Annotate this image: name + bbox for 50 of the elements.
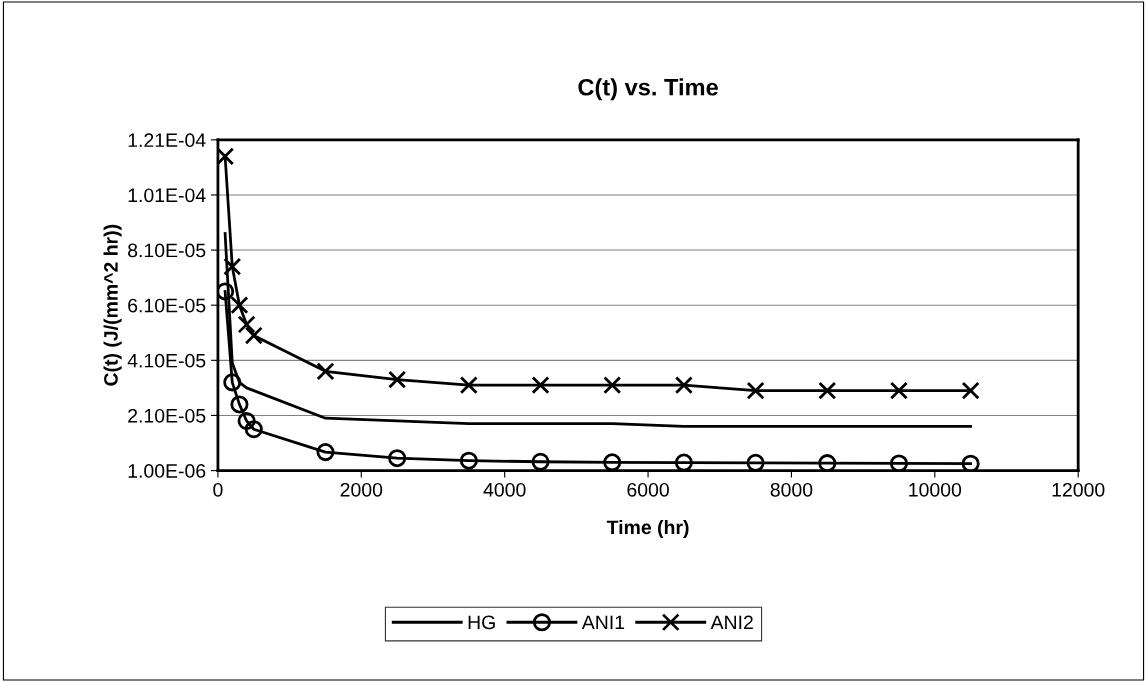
point <box>388 449 407 468</box>
legend-label: ANI1 <box>581 615 625 630</box>
y-tick-label: 1.01E-04 <box>128 188 206 203</box>
y-tick-label: 8.10E-05 <box>128 243 206 258</box>
x-tick-label: 12000 <box>1052 482 1105 497</box>
y-axis-title: C(t) (J/(mm^2 hr)) <box>103 224 122 386</box>
point <box>316 362 335 381</box>
point <box>223 257 242 276</box>
point <box>459 376 478 395</box>
point <box>961 454 980 471</box>
point <box>230 395 249 414</box>
y-tick-label: 1.21E-04 <box>128 133 206 148</box>
x-tick-label: 0 <box>213 482 223 497</box>
point <box>223 373 242 392</box>
point <box>818 454 837 471</box>
point <box>230 296 249 315</box>
point <box>459 451 478 470</box>
legend-label: HG <box>468 615 495 630</box>
x-axis-title: Time (hr) <box>606 519 689 539</box>
point <box>603 376 622 395</box>
y-tick-label: 1.00E-06 <box>128 464 206 478</box>
point <box>889 381 908 400</box>
x-tick-label: 10000 <box>909 482 962 497</box>
y-tick-label: 6.10E-05 <box>128 298 206 313</box>
point <box>531 376 550 395</box>
x-tick-label: 4000 <box>483 482 526 497</box>
point <box>889 454 908 471</box>
point <box>316 443 335 462</box>
point <box>818 381 837 400</box>
point <box>244 326 263 345</box>
point <box>531 452 550 471</box>
point <box>674 376 693 395</box>
point <box>961 381 980 400</box>
point <box>388 370 407 389</box>
point <box>746 453 765 471</box>
point <box>244 420 263 439</box>
point <box>603 453 622 471</box>
point <box>746 381 765 400</box>
point <box>237 411 256 430</box>
point <box>237 315 256 334</box>
x-tick-label: 2000 <box>340 482 383 497</box>
point <box>217 282 235 301</box>
legend-label: ANI2 <box>710 615 753 630</box>
chart-title: C(t) vs. Time <box>578 78 718 101</box>
point <box>674 453 693 471</box>
x-tick-label: 6000 <box>627 482 669 497</box>
point <box>217 147 235 166</box>
y-tick-label: 2.10E-05 <box>128 408 206 423</box>
x-tick-label: 8000 <box>770 482 813 497</box>
y-tick-label: 4.10E-05 <box>127 353 206 368</box>
